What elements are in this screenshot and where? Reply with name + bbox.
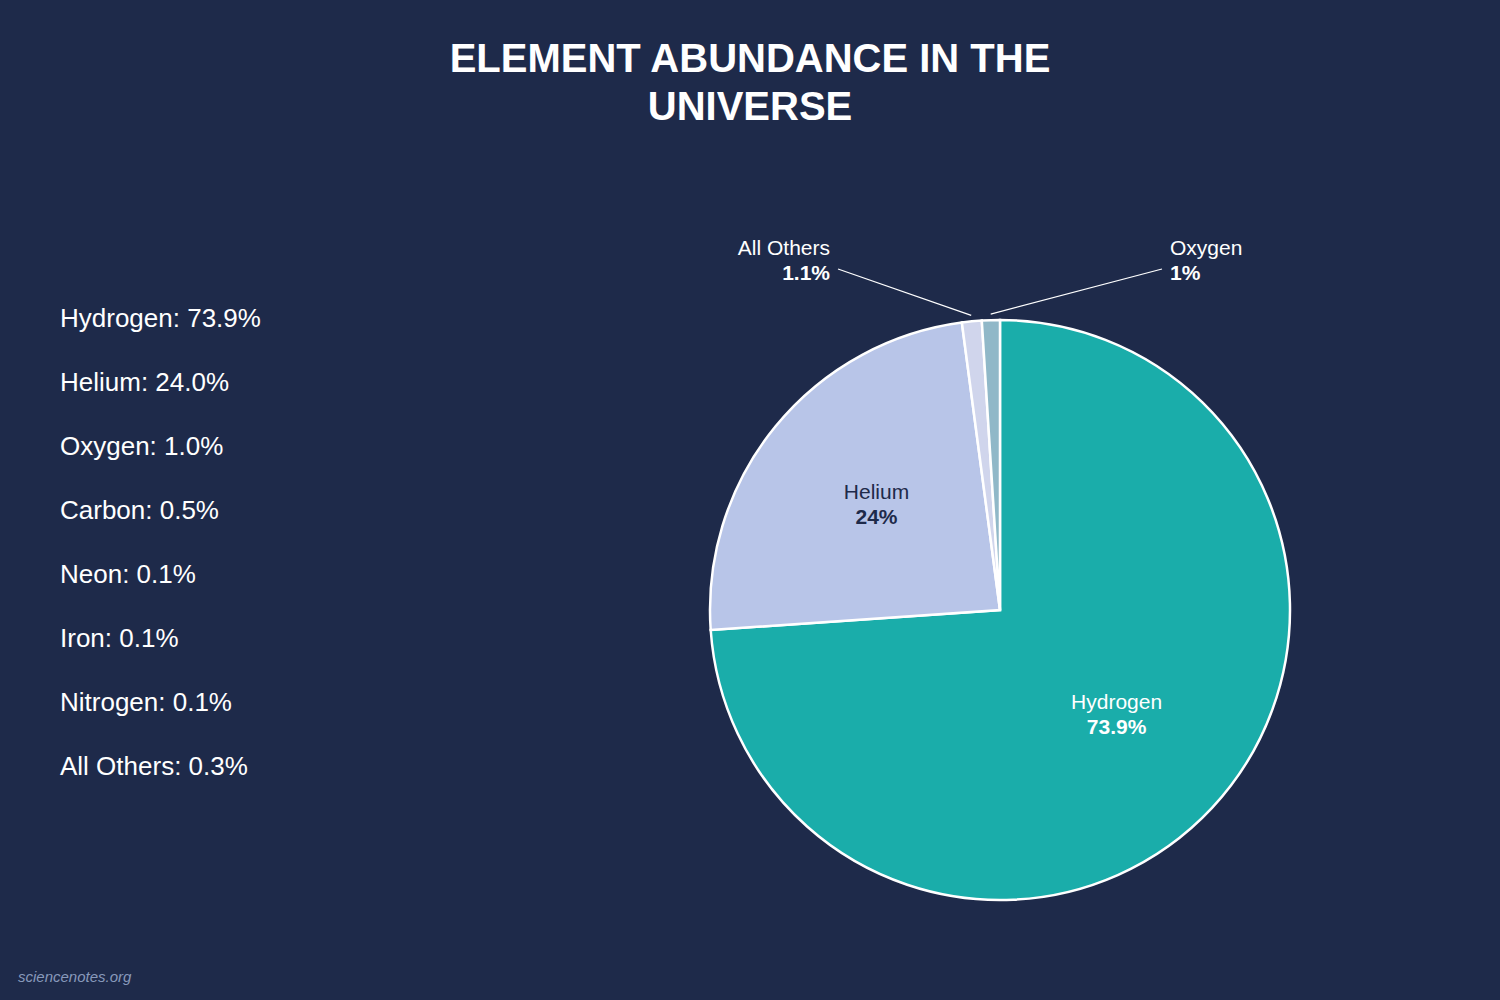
pie-slice [982, 320, 1000, 610]
data-label-category: Helium [844, 480, 909, 503]
annotation: Neon: 0.1% [60, 559, 196, 589]
data-label-category: Oxygen [1170, 236, 1242, 259]
chart: ELEMENT ABUNDANCE IN THEUNIVERSE Hydrogen… [0, 0, 1500, 1000]
data-label: Helium24% [844, 480, 909, 528]
annotations: Hydrogen: 73.9% Helium: 24.0% Oxygen: 1.0%… [18, 303, 261, 985]
annotation: Carbon: 0.5% [60, 495, 219, 525]
data-label-value: 24% [855, 505, 897, 528]
leader-line [838, 269, 971, 315]
data-label: All Others1.1% [738, 236, 831, 284]
leader-line [991, 269, 1162, 314]
data-label-category: Hydrogen [1071, 690, 1162, 713]
data-label: Hydrogen73.9% [1071, 690, 1162, 738]
data-label-category: All Others [738, 236, 830, 259]
title: ELEMENT ABUNDANCE IN THEUNIVERSE [450, 36, 1051, 128]
annotation: Nitrogen: 0.1% [60, 687, 232, 717]
annotation: Hydrogen: 73.9% [60, 303, 261, 333]
annotation: All Others: 0.3% [60, 751, 248, 781]
data-labels: Hydrogen73.9% Helium24% All Others1.1% Oxyg… [738, 236, 1243, 738]
data-label: Oxygen1% [1170, 236, 1242, 284]
annotation: Iron: 0.1% [60, 623, 179, 653]
background [0, 0, 1500, 1000]
annotation: Helium: 24.0% [60, 367, 229, 397]
annotation: Oxygen: 1.0% [60, 431, 223, 461]
pie-slice [711, 320, 1290, 900]
data-label-value: 1.1% [782, 261, 830, 284]
watermark: sciencenotes.org [18, 968, 132, 985]
pie-slice [710, 323, 1000, 631]
pie [710, 320, 1290, 900]
data-label-value: 73.9% [1087, 715, 1147, 738]
data-label-value: 1% [1170, 261, 1201, 284]
pie-slice [962, 321, 1000, 610]
